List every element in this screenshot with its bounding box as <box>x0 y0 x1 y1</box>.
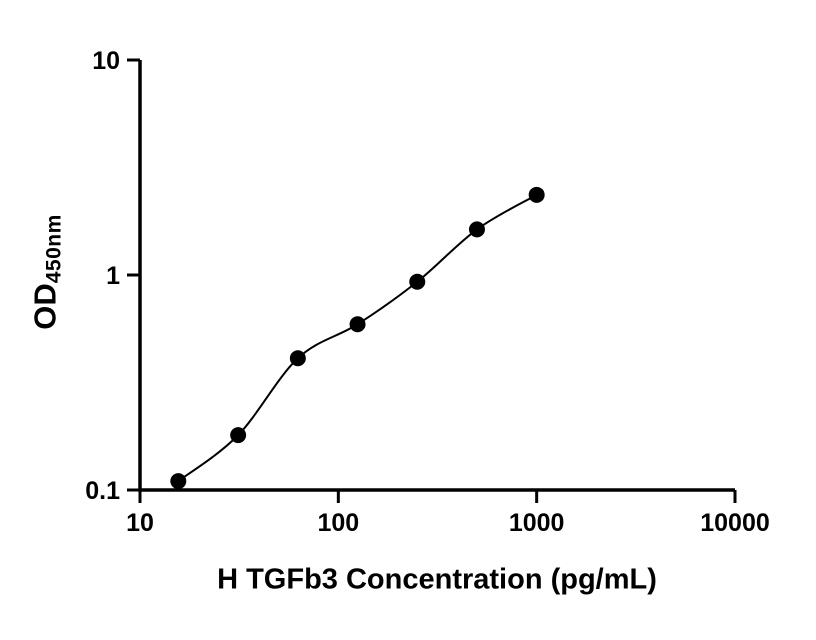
data-point <box>409 273 426 290</box>
x-tick-label: 10000 <box>700 509 770 537</box>
data-point <box>528 186 545 203</box>
x-axis-label: H TGFb3 Concentration (pg/mL) <box>217 563 657 596</box>
axis-lines <box>138 60 735 492</box>
y-tick-label: 10 <box>92 47 120 75</box>
x-tick-label: 100 <box>317 509 359 537</box>
data-point <box>349 316 366 333</box>
data-point <box>468 221 485 238</box>
data-point <box>230 427 247 444</box>
data-point <box>170 473 187 490</box>
y-tick-label: 1 <box>106 262 120 290</box>
y-tick-label: 0.1 <box>85 477 120 505</box>
y-axis-label: OD450nm <box>28 214 67 330</box>
x-tick-label: 10 <box>126 509 154 537</box>
y-axis-label-subscript: 450nm <box>42 214 66 284</box>
y-axis-label-main: OD <box>27 283 63 330</box>
data-point <box>289 350 306 367</box>
x-tick-label: 1000 <box>509 509 565 537</box>
